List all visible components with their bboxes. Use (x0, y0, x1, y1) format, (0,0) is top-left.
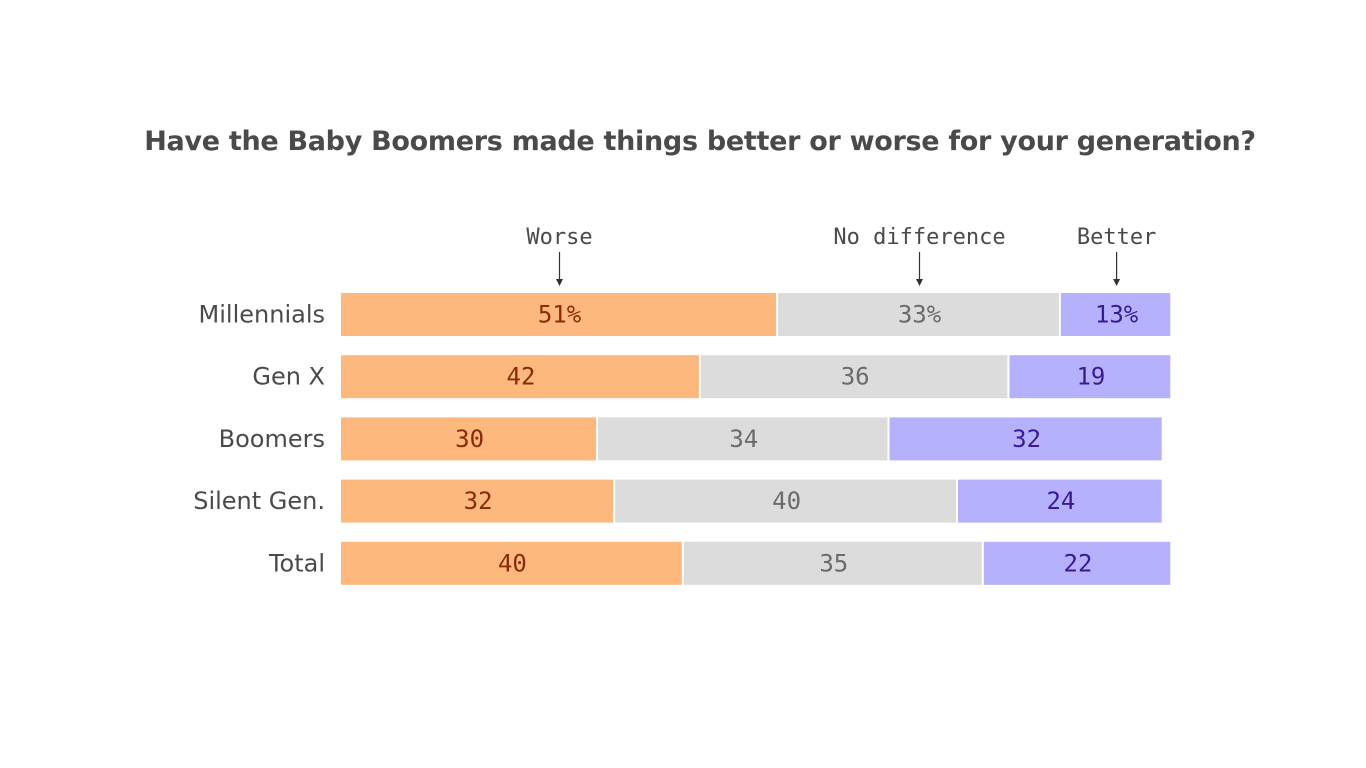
category-label: Boomers (219, 425, 325, 453)
data-label: 32 (1012, 425, 1041, 453)
bar-segment (889, 417, 1162, 461)
bar-segment (983, 541, 1171, 585)
series-label: No difference (833, 225, 1005, 250)
data-label: 40 (498, 549, 527, 577)
series-arrow-head (556, 279, 563, 286)
bar-segment (958, 479, 1162, 523)
data-label: 30 (455, 425, 484, 453)
bar-segment (341, 293, 777, 336)
series-arrow-head (916, 279, 923, 286)
bar-segment (341, 417, 597, 461)
series-arrow-head (1113, 279, 1121, 286)
data-label: 33% (898, 301, 942, 329)
data-label: 32 (464, 487, 493, 515)
bar-segment (1009, 355, 1171, 399)
category-label: Millennials (199, 301, 325, 329)
data-label: 51% (538, 301, 582, 329)
category-label: Gen X (252, 363, 325, 391)
data-label: 36 (841, 363, 870, 391)
bar-segment (341, 541, 682, 585)
bar-segment (341, 355, 699, 399)
series-label: Better (1077, 225, 1156, 250)
data-label: 13% (1095, 301, 1139, 329)
data-label: 22 (1064, 549, 1093, 577)
data-label: 24 (1046, 487, 1075, 515)
data-label: 40 (772, 487, 801, 515)
bar-segment (683, 541, 982, 585)
bar-segment (700, 355, 1008, 399)
category-label: Total (268, 549, 325, 577)
bar-segment (1060, 293, 1171, 336)
chart-title: Have the Baby Boomers made things better… (144, 126, 1256, 157)
bar-segment (341, 479, 614, 523)
series-label: Worse (526, 225, 592, 250)
data-label: 19 (1076, 363, 1105, 391)
bar-segment (615, 479, 956, 523)
data-label: 42 (507, 363, 536, 391)
bar-segment (778, 293, 1059, 336)
data-label: 34 (729, 425, 758, 453)
bar-segment (598, 417, 888, 461)
data-label: 35 (819, 549, 848, 577)
category-label: Silent Gen. (193, 487, 325, 515)
